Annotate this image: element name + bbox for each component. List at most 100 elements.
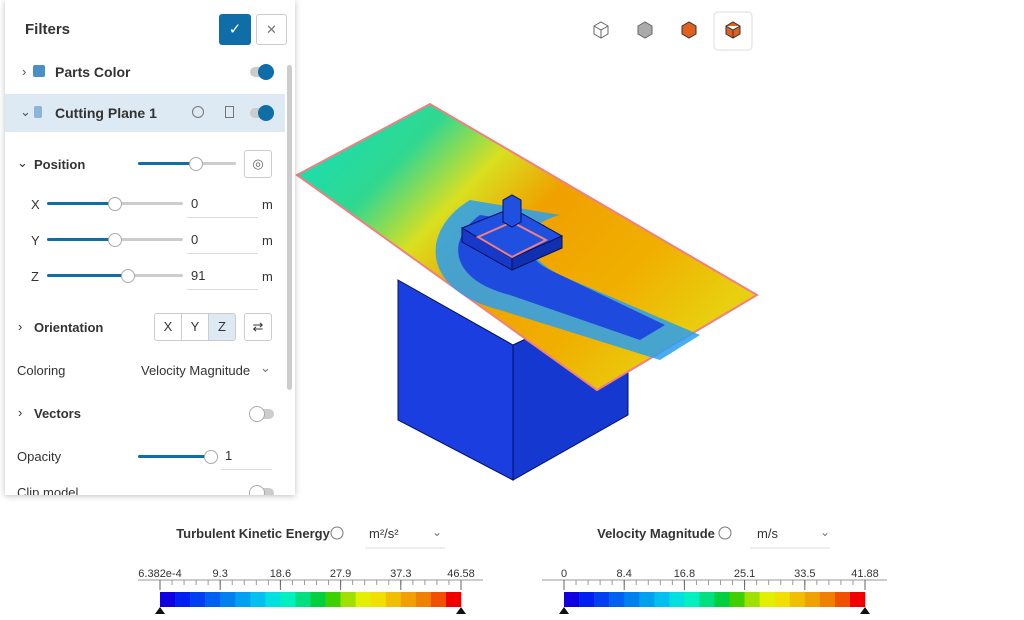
range-handle[interactable]: [860, 607, 870, 614]
x-input[interactable]: 0: [187, 190, 258, 218]
slider[interactable]: [138, 455, 211, 458]
color-band: [579, 592, 595, 607]
scrollbar[interactable]: [287, 65, 292, 390]
dropdown-chevron[interactable]: ⌄: [432, 525, 442, 539]
toggle-knob: [258, 64, 274, 80]
unit: m: [262, 269, 273, 284]
menu-icon[interactable]: [718, 526, 732, 540]
expand-icon[interactable]: ›: [22, 64, 27, 79]
color-band: [714, 592, 730, 607]
tick-label: 25.1: [734, 568, 755, 580]
z-input[interactable]: 91: [187, 262, 258, 290]
dropdown-chevron[interactable]: ⌄: [260, 360, 271, 375]
color-band: [684, 592, 700, 607]
color-band: [819, 592, 836, 607]
color-band: [744, 592, 760, 607]
view-toolbar: [593, 11, 753, 51]
color-band: [594, 592, 610, 607]
slider-knob[interactable]: [108, 233, 122, 247]
color-band: [804, 592, 821, 607]
range-handle[interactable]: [456, 607, 466, 614]
selected-row[interactable]: [5, 94, 285, 132]
unit-dropdown[interactable]: m²/s²: [369, 526, 399, 541]
slider-knob[interactable]: [204, 450, 218, 464]
tick-label: 8.4: [617, 568, 632, 580]
color-band: [385, 592, 402, 607]
color-band: [654, 592, 670, 607]
view-icon[interactable]: [637, 21, 653, 39]
opacity-label: Opacity: [17, 449, 62, 464]
toggle-knob: [258, 105, 274, 121]
view-icon[interactable]: [593, 21, 609, 39]
range-handle[interactable]: [559, 607, 569, 614]
legend-title: Velocity Magnitude: [597, 526, 715, 541]
slider-knob[interactable]: [189, 157, 203, 171]
color-band: [370, 592, 387, 607]
vectors-label: Vectors: [34, 406, 81, 421]
tick-label: 0: [561, 568, 567, 580]
slider-knob[interactable]: [121, 269, 135, 283]
building-side: [511, 235, 563, 271]
toggle[interactable]: [249, 406, 274, 422]
view-icon[interactable]: [725, 21, 741, 39]
collapse-icon[interactable]: ⌄: [20, 104, 31, 119]
tick-label: 46.58: [447, 568, 475, 580]
tick-label: 9.3: [213, 568, 228, 580]
unit: m: [262, 197, 273, 212]
confirm-button[interactable]: ✓: [219, 14, 251, 45]
color-band: [280, 592, 296, 607]
x-label: X: [31, 197, 40, 212]
color-band: [325, 592, 341, 607]
target-button[interactable]: ◎: [244, 150, 272, 178]
color-band: [445, 592, 462, 607]
opacity-input[interactable]: 1: [221, 442, 272, 470]
view-icon[interactable]: [681, 21, 697, 39]
dropdown-chevron[interactable]: ⌄: [820, 525, 830, 539]
color-band: [639, 592, 655, 607]
range-handle[interactable]: [155, 607, 165, 614]
orientation-button[interactable]: Y: [181, 313, 209, 341]
color-band: [355, 592, 371, 607]
color-band: [699, 592, 715, 607]
y-input[interactable]: 0: [187, 226, 258, 254]
collapse-icon[interactable]: ⌄: [17, 155, 28, 170]
unit-dropdown[interactable]: m/s: [757, 526, 778, 541]
toggle-knob: [249, 485, 265, 495]
tick-label: 18.6: [270, 568, 291, 580]
color-band: [310, 592, 326, 607]
expand-icon[interactable]: ›: [18, 319, 23, 334]
orientation-button[interactable]: Z: [208, 313, 236, 341]
cutting-plane-label: Cutting Plane 1: [55, 105, 157, 121]
menu-icon[interactable]: [330, 526, 344, 540]
tick-label: 27.9: [330, 568, 351, 580]
coloring-dropdown[interactable]: Velocity Magnitude: [141, 363, 251, 378]
tick-label: 37.3: [390, 568, 411, 580]
color-band: [759, 592, 775, 607]
model: [295, 102, 759, 481]
delete-icon[interactable]: [225, 106, 234, 118]
orientation-button[interactable]: X: [154, 313, 182, 341]
toggle[interactable]: [250, 64, 274, 80]
slider[interactable]: [138, 162, 236, 165]
color-band: [175, 592, 191, 607]
color-band: [729, 592, 745, 607]
toggle[interactable]: [249, 485, 274, 495]
toggle[interactable]: [250, 105, 274, 121]
color-band: [415, 592, 432, 607]
color-band: [430, 592, 447, 607]
close-button[interactable]: ✕: [256, 14, 287, 45]
cut-outline: [475, 220, 549, 259]
slider[interactable]: [47, 274, 183, 277]
menu-icon[interactable]: [192, 106, 204, 118]
toggle-knob: [249, 406, 265, 422]
color-band: [190, 592, 206, 607]
swap-button[interactable]: ⇄: [244, 313, 272, 341]
expand-icon[interactable]: ›: [18, 405, 23, 420]
filters-panel: Filters ✓ ✕ › Parts Color ⌄ Cutting Plan…: [5, 0, 295, 495]
slider-knob[interactable]: [108, 197, 122, 211]
paint-icon: [33, 65, 45, 77]
color-band: [400, 592, 417, 607]
z-label: Z: [31, 269, 39, 284]
